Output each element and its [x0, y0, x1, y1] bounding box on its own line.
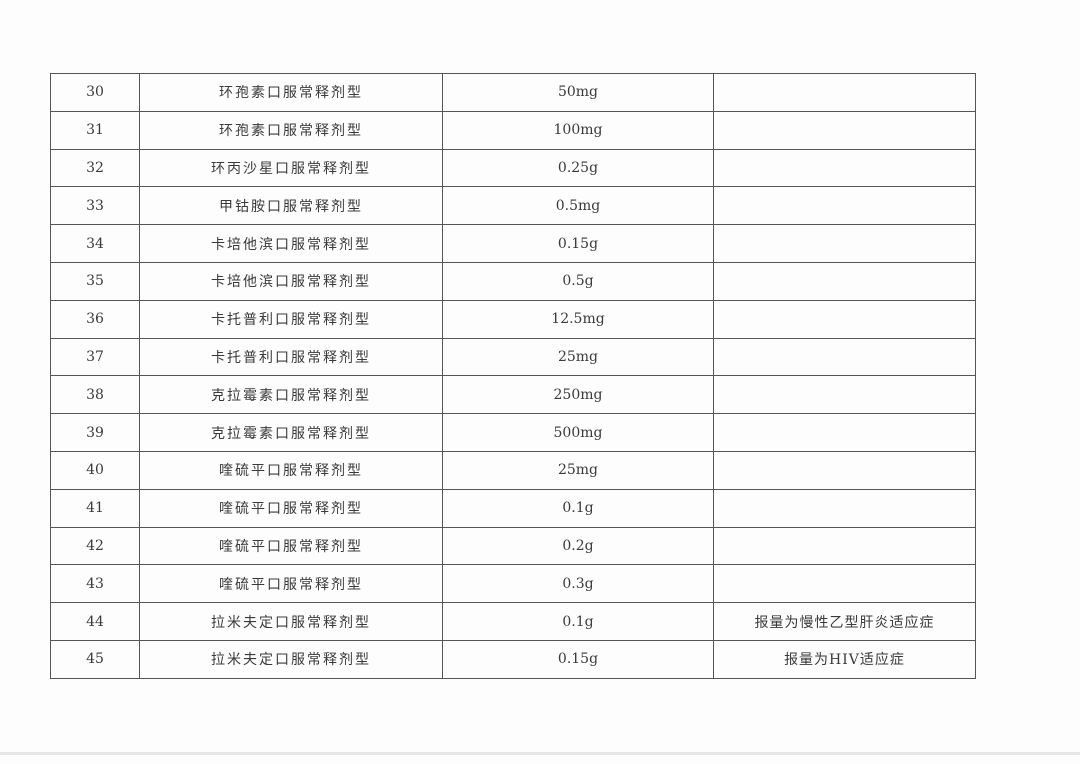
specification-cell: 50mg — [442, 73, 714, 112]
remark-cell: 报量为慢性乙型肝炎适应症 — [713, 602, 976, 641]
remark-cell — [713, 337, 976, 377]
row-number-cell: 45 — [50, 639, 140, 679]
drug-name-cell: 卡托普利口服常释剂型 — [139, 337, 443, 377]
drug-name-cell: 卡培他滨口服常释剂型 — [139, 261, 443, 301]
row-number-cell: 43 — [50, 564, 140, 604]
table-row: 30 环孢素口服常释剂型 50mg — [50, 73, 976, 112]
table-row: 31 环孢素口服常释剂型 100mg — [50, 110, 976, 150]
table-row: 42 喹硫平口服常释剂型 0.2g — [50, 526, 976, 566]
table-row: 39 克拉霉素口服常释剂型 500mg — [50, 413, 976, 452]
table-row: 32 环丙沙星口服常释剂型 0.25g — [50, 148, 976, 188]
remark-cell — [713, 526, 976, 566]
specification-cell: 500mg — [442, 413, 714, 452]
remark-cell — [713, 299, 976, 339]
table-row: 34 卡培他滨口服常释剂型 0.15g — [50, 224, 976, 263]
specification-cell: 0.15g — [442, 224, 714, 263]
drug-table: 30 环孢素口服常释剂型 50mg 31 环孢素口服常释剂型 100mg 32 环丙沙星口服常… — [50, 73, 976, 679]
drug-name-cell: 拉米夫定口服常释剂型 — [139, 602, 443, 641]
remark-cell — [713, 73, 976, 112]
drug-name-cell: 甲钴胺口服常释剂型 — [139, 186, 443, 226]
table-row: 38 克拉霉素口服常释剂型 250mg — [50, 375, 976, 415]
scan-edge — [0, 752, 1080, 755]
specification-cell: 0.15g — [442, 639, 714, 679]
specification-cell: 25mg — [442, 450, 714, 490]
row-number-cell: 35 — [50, 261, 140, 301]
table-row: 36 卡托普利口服常释剂型 12.5mg — [50, 299, 976, 339]
drug-table-body: 30 环孢素口服常释剂型 50mg 31 环孢素口服常释剂型 100mg 32 环丙沙星口服常… — [50, 73, 976, 679]
specification-cell: 25mg — [442, 337, 714, 377]
remark-cell — [713, 450, 976, 490]
row-number-cell: 38 — [50, 375, 140, 415]
table-row: 33 甲钴胺口服常释剂型 0.5mg — [50, 186, 976, 226]
row-number-cell: 41 — [50, 488, 140, 528]
drug-name-cell: 卡培他滨口服常释剂型 — [139, 224, 443, 263]
remark-cell — [713, 375, 976, 415]
drug-name-cell: 拉米夫定口服常释剂型 — [139, 639, 443, 679]
drug-name-cell: 喹硫平口服常释剂型 — [139, 488, 443, 528]
specification-cell: 100mg — [442, 110, 714, 150]
row-number-cell: 31 — [50, 110, 140, 150]
table-row: 45 拉米夫定口服常释剂型 0.15g 报量为HIV适应症 — [50, 639, 976, 679]
table-row: 43 喹硫平口服常释剂型 0.3g — [50, 564, 976, 604]
remark-cell — [713, 261, 976, 301]
remark-cell — [713, 488, 976, 528]
specification-cell: 0.2g — [442, 526, 714, 566]
drug-name-cell: 克拉霉素口服常释剂型 — [139, 413, 443, 452]
drug-name-cell: 喹硫平口服常释剂型 — [139, 564, 443, 604]
specification-cell: 0.1g — [442, 488, 714, 528]
row-number-cell: 44 — [50, 602, 140, 641]
drug-name-cell: 环孢素口服常释剂型 — [139, 73, 443, 112]
row-number-cell: 30 — [50, 73, 140, 112]
drug-name-cell: 卡托普利口服常释剂型 — [139, 299, 443, 339]
drug-name-cell: 环丙沙星口服常释剂型 — [139, 148, 443, 188]
row-number-cell: 39 — [50, 413, 140, 452]
remark-cell — [713, 148, 976, 188]
specification-cell: 0.25g — [442, 148, 714, 188]
specification-cell: 250mg — [442, 375, 714, 415]
remark-cell: 报量为HIV适应症 — [713, 639, 976, 679]
table-row: 41 喹硫平口服常释剂型 0.1g — [50, 488, 976, 528]
remark-cell — [713, 224, 976, 263]
row-number-cell: 32 — [50, 148, 140, 188]
drug-name-cell: 环孢素口服常释剂型 — [139, 110, 443, 150]
drug-name-cell: 喹硫平口服常释剂型 — [139, 526, 443, 566]
table-row: 44 拉米夫定口服常释剂型 0.1g 报量为慢性乙型肝炎适应症 — [50, 602, 976, 641]
table-row: 40 喹硫平口服常释剂型 25mg — [50, 450, 976, 490]
specification-cell: 12.5mg — [442, 299, 714, 339]
row-number-cell: 36 — [50, 299, 140, 339]
row-number-cell: 37 — [50, 337, 140, 377]
specification-cell: 0.5mg — [442, 186, 714, 226]
remark-cell — [713, 186, 976, 226]
remark-cell — [713, 564, 976, 604]
table-row: 37 卡托普利口服常释剂型 25mg — [50, 337, 976, 377]
remark-cell — [713, 413, 976, 452]
remark-cell — [713, 110, 976, 150]
drug-name-cell: 克拉霉素口服常释剂型 — [139, 375, 443, 415]
drug-name-cell: 喹硫平口服常释剂型 — [139, 450, 443, 490]
row-number-cell: 42 — [50, 526, 140, 566]
specification-cell: 0.5g — [442, 261, 714, 301]
table-row: 35 卡培他滨口服常释剂型 0.5g — [50, 261, 976, 301]
row-number-cell: 34 — [50, 224, 140, 263]
specification-cell: 0.1g — [442, 602, 714, 641]
row-number-cell: 33 — [50, 186, 140, 226]
row-number-cell: 40 — [50, 450, 140, 490]
specification-cell: 0.3g — [442, 564, 714, 604]
